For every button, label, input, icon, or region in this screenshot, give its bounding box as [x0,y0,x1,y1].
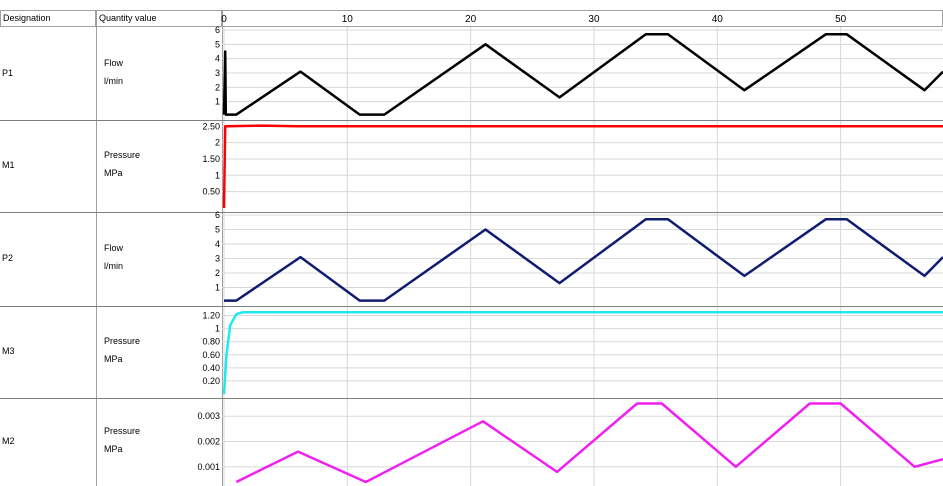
y-tick-label: 3 [215,254,220,264]
y-tick-label: 4 [215,239,220,249]
row-designation: M3 [2,346,15,356]
series-line-m2 [235,402,943,484]
y-tick-label: 6 [215,210,220,220]
x-tick-label: 50 [835,14,847,25]
y-tick-label: 2 [215,138,220,148]
y-tick-label: 2.50 [202,121,220,131]
y-tick-label: 2 [215,82,220,92]
row-designation: P1 [2,67,14,78]
x-tick-label: 20 [465,14,477,25]
y-tick-label: 1.50 [202,154,220,164]
row-unit: MPa [104,168,123,178]
y-tick-label: 0.60 [202,350,220,360]
y-tick-label: 0.20 [202,376,220,386]
y-tick-label: 0.003 [197,411,220,421]
row-designation: M2 [2,436,15,446]
column-header-quantity[interactable]: Quantity value [96,10,222,27]
y-tick-label: 5 [215,225,220,235]
y-tick-label: 1 [215,170,220,180]
row-unit: MPa [104,354,123,364]
x-tick-label: 40 [712,14,724,25]
y-tick-label: 0.40 [202,363,220,373]
column-header-designation[interactable]: Designation [0,10,96,27]
series-line-p1 [222,33,943,116]
x-tick-label: 30 [588,14,600,25]
y-tick-label: 2 [215,268,220,278]
row-designation: P2 [2,253,14,263]
y-tick-label: 1 [215,283,220,293]
row-quantity: Pressure [104,426,141,436]
row-quantity: Pressure [104,150,141,160]
y-tick-label: 0.001 [197,462,220,472]
row-designation: M1 [2,160,15,170]
row-quantity: Pressure [104,336,141,346]
series-line-m1 [222,124,943,209]
y-tick-label: 3 [215,68,220,78]
row-quantity: Flow [104,243,124,253]
y-tick-label: 6 [215,25,220,35]
y-tick-label: 0.002 [197,437,220,447]
row-quantity: Flow [104,57,124,68]
y-tick-label: 0.80 [202,337,220,347]
y-tick-label: 4 [215,54,220,64]
row-unit: l/min [104,261,124,271]
row-unit: MPa [104,444,123,454]
series-line-p2 [224,218,943,302]
y-tick-label: 1 [215,324,220,334]
y-tick-label: 1.20 [202,311,220,321]
series-line-m3 [222,311,943,395]
y-tick-label: 0.50 [202,187,220,197]
x-tick-label: 0 [221,14,227,25]
row-unit: l/min [104,75,124,86]
x-tick-label: 10 [342,14,354,25]
y-tick-label: 1 [215,97,220,107]
y-tick-label: 5 [215,39,220,49]
